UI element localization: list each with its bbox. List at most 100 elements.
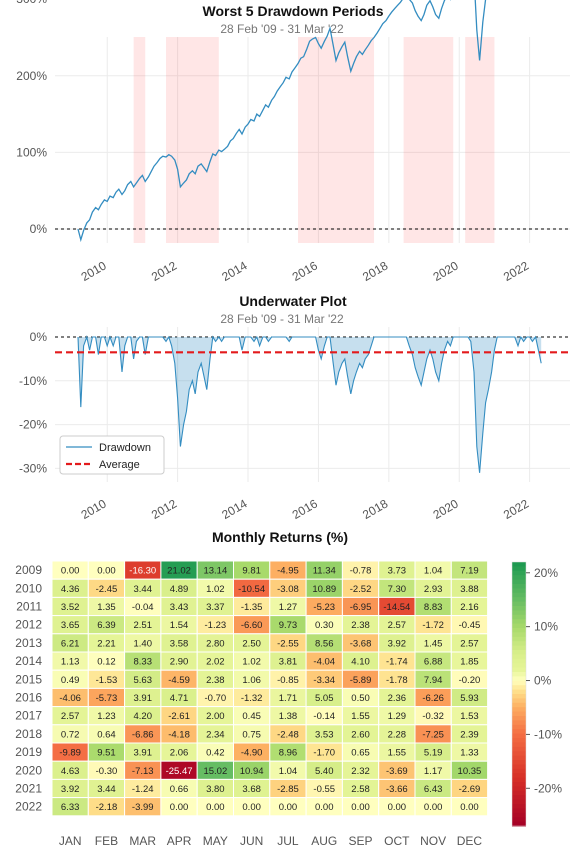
- colorbar-segment: [512, 777, 526, 783]
- cell-value: 2.34: [206, 729, 225, 740]
- cell-value: -9.89: [59, 748, 81, 759]
- column-label: AUG: [311, 834, 337, 848]
- cell-value: -0.85: [277, 675, 299, 686]
- cell-value: -1.53: [96, 675, 118, 686]
- x-tick-label: 2014: [219, 496, 249, 522]
- column-label: DEC: [457, 834, 483, 848]
- x-axis-ticks: 2010 2012 2014 2016 2018 2020 2022: [79, 496, 532, 522]
- cell-value: 3.44: [97, 784, 116, 795]
- cell-value: 3.65: [61, 620, 80, 631]
- cell-value: 0.00: [460, 802, 479, 813]
- row-label: 2022: [15, 800, 42, 814]
- cell-value: 21.02: [167, 566, 191, 577]
- colorbar-segment: [512, 751, 526, 757]
- cell-value: -3.34: [313, 675, 335, 686]
- cell-value: 0.00: [424, 802, 443, 813]
- cell-value: -16.30: [129, 566, 156, 577]
- colorbar-segment: [512, 795, 526, 801]
- cell-value: 1.13: [61, 657, 80, 668]
- chart-title: Underwater Plot: [239, 293, 347, 309]
- y-tick-label: 0%: [30, 330, 48, 344]
- cell-value: -0.14: [313, 711, 335, 722]
- colorbar-segment: [512, 738, 526, 743]
- colorbar-segment: [512, 812, 526, 818]
- cell-value: -2.18: [96, 802, 118, 813]
- cell-value: -1.23: [205, 620, 227, 631]
- cell-value: 2.28: [388, 729, 407, 740]
- cell-value: -0.04: [132, 602, 154, 613]
- colorbar-segment: [512, 566, 526, 572]
- cell-value: -4.59: [168, 675, 190, 686]
- cell-value: 7.94: [424, 675, 443, 686]
- cell-value: 2.93: [424, 584, 443, 595]
- colorbar-segment: [512, 821, 526, 827]
- x-tick-label: 2016: [290, 496, 320, 522]
- colorbar-segment: [512, 562, 526, 567]
- cell-value: 2.60: [351, 729, 370, 740]
- cell-value: 3.37: [206, 602, 225, 613]
- colorbar-segment: [512, 606, 526, 611]
- row-label: 2015: [15, 672, 42, 686]
- cell-value: 3.91: [134, 748, 153, 759]
- cell-value: 3.81: [279, 657, 298, 668]
- cell-value: -7.25: [422, 729, 444, 740]
- cell-value: 7.30: [388, 584, 407, 595]
- cell-value: 1.17: [424, 766, 443, 777]
- cell-value: -4.18: [168, 729, 190, 740]
- cell-value: -10.54: [238, 584, 265, 595]
- colorbar-segment: [512, 658, 526, 664]
- x-tick-label: 2018: [360, 496, 390, 522]
- colorbar-frame: [511, 561, 527, 827]
- colorbar-segment: [512, 579, 526, 585]
- colorbar-segment: [512, 768, 526, 774]
- row-label: 2009: [15, 563, 42, 577]
- x-tick-label: 2020: [431, 258, 461, 284]
- row-label: 2021: [15, 782, 42, 796]
- colorbar-segment: [512, 672, 526, 677]
- colorbar-tick-label: 20%: [534, 566, 558, 580]
- cell-value: 2.00: [206, 711, 225, 722]
- cell-value: 5.63: [134, 675, 153, 686]
- cell-value: 0.50: [351, 693, 370, 704]
- cell-value: -5.89: [350, 675, 372, 686]
- cell-value: 1.55: [388, 748, 407, 759]
- cell-value: 1.04: [279, 766, 298, 777]
- cell-value: 0.64: [97, 729, 116, 740]
- colorbar-segment: [512, 694, 526, 699]
- y-tick-label: 100%: [16, 145, 47, 159]
- cell-value: 0.72: [61, 729, 80, 740]
- cell-value: 3.52: [61, 602, 80, 613]
- cell-value: 2.38: [351, 620, 370, 631]
- cell-value: -0.70: [205, 693, 227, 704]
- cell-value: -4.04: [313, 657, 335, 668]
- colorbar-segment: [512, 641, 526, 647]
- cell-value: 0.65: [351, 748, 370, 759]
- cell-value: -6.26: [422, 693, 444, 704]
- cell-value: 1.55: [351, 711, 370, 722]
- cell-value: 3.58: [170, 638, 189, 649]
- cell-value: 1.04: [424, 566, 443, 577]
- row-label: 2020: [15, 763, 42, 777]
- cell-value: -2.61: [168, 711, 190, 722]
- column-label: OCT: [384, 834, 410, 848]
- cell-value: 6.43: [424, 784, 443, 795]
- colorbar-segment: [512, 702, 526, 708]
- cell-value: 0.30: [315, 620, 334, 631]
- drawdown-fill: [78, 337, 542, 473]
- x-tick-label: 2022: [501, 496, 531, 522]
- cell-value: 0.00: [242, 802, 261, 813]
- colorbar-segment: [512, 707, 526, 713]
- y-tick-label: 200%: [16, 69, 47, 83]
- cell-value: 10.94: [240, 766, 264, 777]
- cell-value: 2.16: [460, 602, 479, 613]
- cell-value: 0.00: [279, 802, 298, 813]
- colorbar-segment: [512, 764, 526, 770]
- drawdown-period-band: [166, 37, 219, 243]
- colorbar-segment: [512, 628, 526, 633]
- cell-value: -5.23: [313, 602, 335, 613]
- cell-value: -3.08: [277, 584, 299, 595]
- cell-value: -4.06: [59, 693, 81, 704]
- colorbar: 20% 10% 0% -10% -20%: [511, 561, 562, 827]
- cell-value: 3.88: [460, 584, 479, 595]
- drawdown-periods-chart: Worst 5 Drawdown Periods 28 Feb '09 - 31…: [16, 0, 570, 284]
